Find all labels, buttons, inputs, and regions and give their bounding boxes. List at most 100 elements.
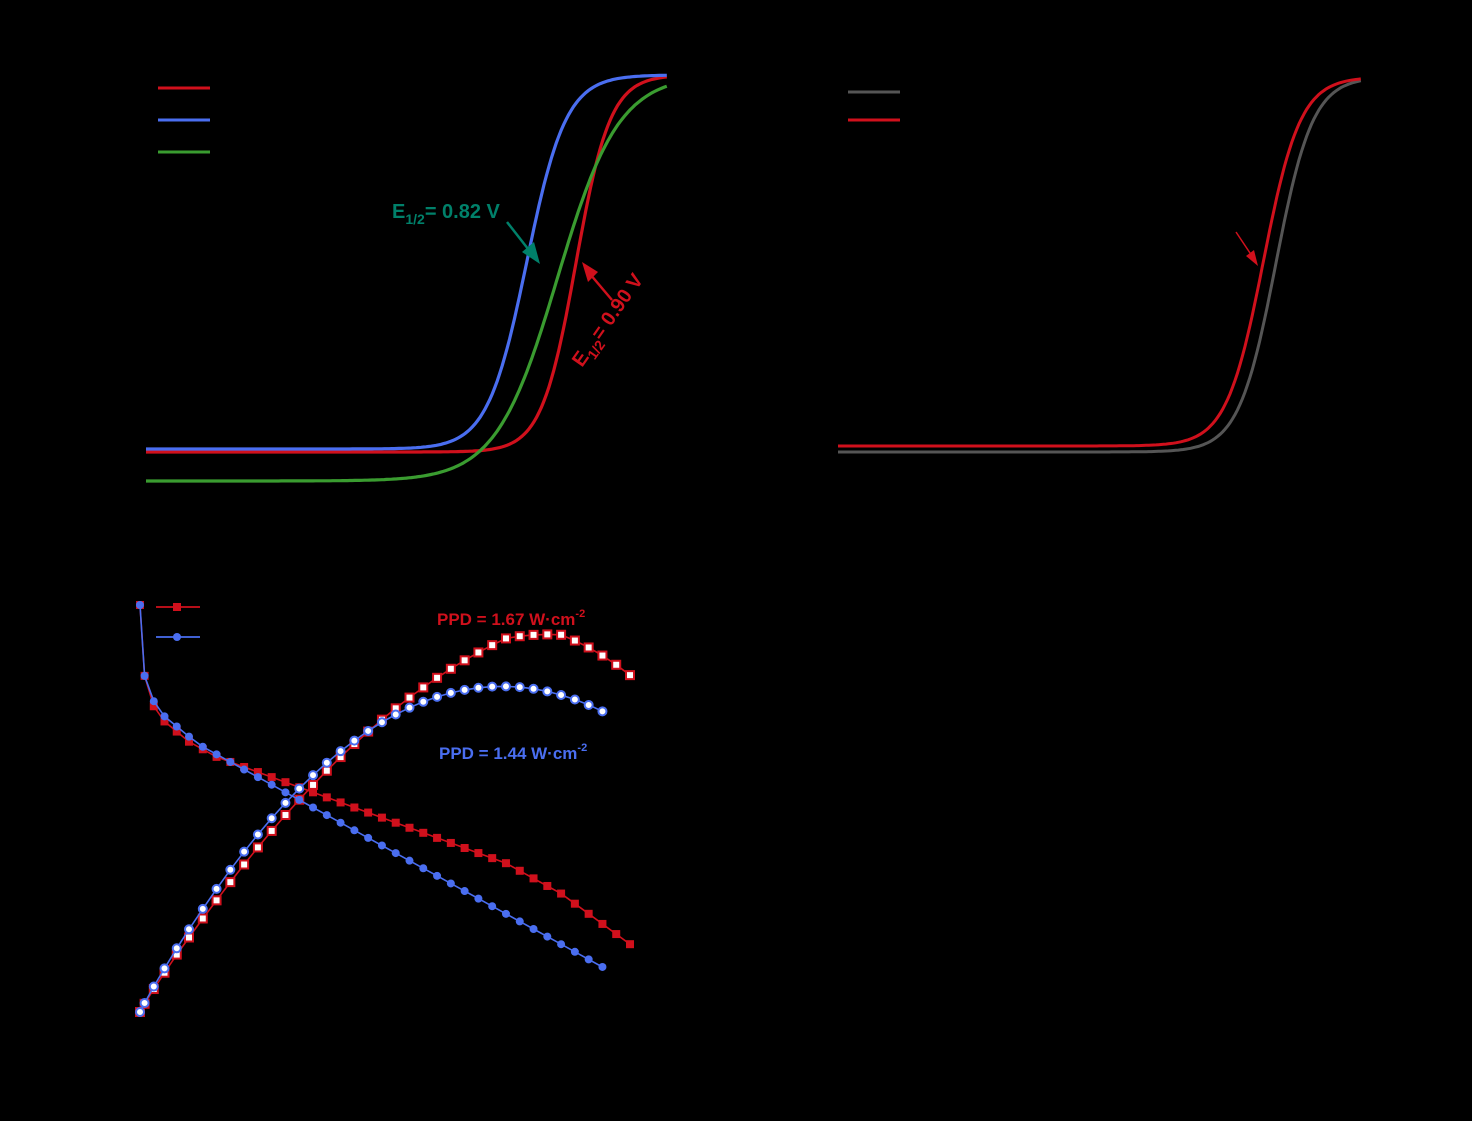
panel-c-power-point-red-25 [459, 655, 470, 666]
panel-a-annotation-blue-value: = 0.82 V [425, 201, 501, 223]
panel-c-polarization-point-red-10 [253, 768, 262, 777]
panel-c-power-point-red-15 [321, 765, 332, 776]
panel-a-curve-blue [146, 73, 667, 451]
panel-c-polarization-point-red-36 [612, 930, 621, 939]
panel-c-power-point-blue-20 [390, 709, 401, 720]
panel-c-power-point-blue-34 [583, 699, 594, 710]
panel-c-polarization-point-blue-24 [446, 879, 455, 888]
panel-c-polarization-point-blue-11 [267, 780, 276, 789]
panel-c-polarization-point-blue-34 [584, 955, 593, 964]
panel-c-legend [156, 603, 200, 641]
panel-c-power-point-blue-12 [280, 797, 291, 808]
panel-c-polarization-point-blue-30 [529, 925, 538, 933]
panel-c-polarization-point-blue-14 [309, 803, 318, 812]
panel-c-power-point-blue-22 [418, 696, 429, 707]
panel-c-polarization-point-red-2 [149, 702, 158, 711]
panel-c-power-point-blue-4 [171, 943, 182, 954]
panel-c-power-point-blue-21 [404, 702, 415, 713]
panel-a-annotation-blue-sub: 1/2 [405, 211, 425, 227]
panel-c-polarization-point-blue-23 [433, 871, 442, 880]
panel-c-power-point-red-26 [473, 647, 484, 658]
panel-c-polarization-point-red-31 [543, 881, 552, 890]
panel-c-power-point-red-12 [280, 810, 291, 821]
panel-c-polarization-point-red-22 [419, 828, 428, 837]
panel-c-power-point-blue-16 [335, 746, 346, 757]
panel-c-power-point-blue-1 [139, 997, 150, 1008]
panel-a-curve-red [146, 75, 667, 454]
panel-c-power-point-red-31 [542, 629, 553, 640]
panel-c-polarization-point-red-19 [377, 813, 386, 822]
panel-c-polarization-point-blue-18 [364, 833, 373, 842]
panel-c-polarization-point-blue-26 [474, 894, 483, 903]
panel-c-polarization-point-red-17 [350, 803, 359, 812]
panel-c-polarization-point-blue-19 [377, 841, 386, 850]
panel-c-power-point-blue-35 [597, 706, 608, 717]
panel-c-polarization-point-blue-27 [488, 902, 497, 911]
panel-c-polarization-point-blue-35 [598, 962, 607, 971]
panel-c-power-point-blue-15 [321, 757, 332, 768]
panel-c-polarization-point-red-5 [185, 737, 193, 746]
panel-c-polarization-point-red-16 [336, 798, 345, 807]
panel-c-power-point-blue-17 [349, 735, 360, 746]
panel-c-power-point-blue-5 [184, 924, 194, 935]
panel-c-polarization-point-red-12 [281, 778, 290, 787]
panel-c-polarization-point-red-15 [322, 793, 331, 802]
panel-c-power-point-blue-32 [556, 689, 567, 700]
panel-c-polarization-point-red-28 [501, 859, 510, 868]
panel-c-polarization-point-blue-31 [543, 932, 552, 941]
panel-c-polarization-point-blue-25 [460, 887, 469, 896]
panel-c-power-point-blue-25 [459, 684, 470, 695]
panel-c-power-point-blue-19 [376, 717, 387, 728]
panel-c-polarization-point-red-35 [598, 919, 607, 928]
panel-a-arrow-blue-head [522, 242, 540, 264]
panel-c-polarization-point-red-32 [557, 889, 566, 898]
panel-c-polarization-point-blue-21 [405, 856, 414, 865]
panel-c-polarization-point-blue-9 [240, 765, 249, 774]
panel-c-polarization-point-red-3 [160, 717, 169, 726]
panel-c-power-point-blue-24 [445, 687, 456, 698]
panel-c-power-point-blue-0 [135, 1007, 145, 1017]
panel-c-power-point-red-34 [583, 642, 594, 653]
panel-c-polarization-point-blue-12 [281, 788, 290, 797]
panel-c-polarization-point-red-24 [446, 838, 455, 847]
panel-a-arrow-red-head [582, 262, 598, 282]
panel-c-power-point-blue-29 [514, 682, 525, 693]
panel-c-power-point-red-22 [418, 682, 429, 693]
panel-c-polarization-point-blue-33 [570, 947, 579, 956]
panel-c-power-point-red-8 [225, 877, 236, 888]
panel-c-power-point-blue-13 [294, 783, 305, 794]
panel-c-polarization-point-blue-22 [419, 864, 428, 873]
panel-a-legend [158, 86, 210, 154]
panel-c-power-point-red-29 [514, 631, 525, 642]
panel-c-power-point-red-14 [308, 779, 319, 790]
panel-c-polarization-point-blue-10 [253, 773, 262, 782]
panel-c-polarization-point-blue-3 [160, 712, 169, 721]
panel-c-power-point-blue-26 [473, 682, 484, 693]
panel-c-series [135, 601, 635, 1017]
panel-c-polarization-point-red-29 [515, 866, 524, 875]
panel-c-polarization-point-red-20 [391, 818, 400, 827]
panel-c-power-point-red-32 [556, 629, 567, 640]
panel-c-polarization-point-red-37 [626, 940, 634, 949]
panel-c-polarization-point-red-23 [433, 833, 442, 842]
panel-c-power-point-blue-23 [432, 691, 443, 702]
panel-c-polarization-point-blue-4 [172, 722, 181, 731]
panel-c-power-point-blue-18 [363, 725, 374, 736]
panel-c-annotation-blue-text: PPD = 1.44 W·cm [439, 744, 577, 763]
panel-c-legend-marker-red [173, 603, 181, 611]
panel-c-polarization-point-blue-13 [295, 795, 304, 804]
panel-c-polarization-point-red-30 [529, 874, 538, 883]
panel-c-power-point-red-24 [445, 663, 456, 674]
panel-c-power-point-red-7 [211, 895, 222, 906]
panel-c-power-point-red-10 [252, 842, 263, 853]
panel-c-plot: PPD = 1.67 W·cm-2 PPD = 1.44 W·cm-2 [135, 601, 635, 1017]
panel-c-polarization-point-red-25 [460, 844, 469, 852]
panel-c-power-point-red-6 [197, 913, 208, 924]
panel-c-power-point-blue-2 [148, 981, 159, 992]
panel-c-power-point-blue-30 [528, 683, 539, 694]
panel-c-polarization-point-blue-16 [336, 818, 345, 827]
panel-c-power-point-red-28 [500, 633, 511, 644]
panel-c-annotation-red-text: PPD = 1.67 W·cm [437, 610, 575, 629]
